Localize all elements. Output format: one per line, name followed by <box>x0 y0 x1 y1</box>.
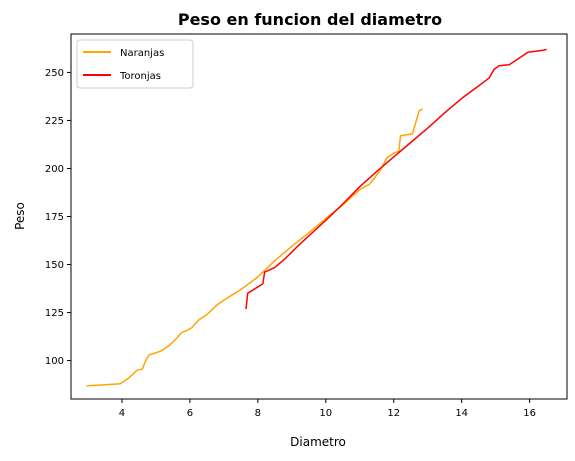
y-axis-label: Peso <box>13 202 27 230</box>
x-tick-label: 16 <box>523 408 536 419</box>
x-tick-label: 6 <box>187 408 193 419</box>
x-tick-label: 4 <box>119 408 125 419</box>
y-tick-label: 175 <box>45 212 64 223</box>
x-tick-label: 12 <box>387 408 400 419</box>
y-tick-label: 250 <box>45 68 64 79</box>
y-axis: 100 125 150 175 200 225 250 <box>45 68 71 367</box>
y-tick-label: 200 <box>45 164 64 175</box>
x-tick-label: 14 <box>455 408 468 419</box>
x-tick-label: 8 <box>255 408 261 419</box>
legend-label-toronjas: Toronjas <box>119 71 161 82</box>
y-tick-label: 100 <box>45 356 64 367</box>
y-tick-label: 225 <box>45 116 64 127</box>
y-tick-label: 150 <box>45 260 64 271</box>
plot-lines <box>86 48 547 387</box>
x-axis: 4 6 8 10 12 14 16 <box>119 399 536 419</box>
legend: Naranjas Toronjas <box>76 39 194 89</box>
plot-frame <box>70 33 568 400</box>
x-axis-label: Diametro <box>290 435 346 449</box>
x-tick-label: 10 <box>319 408 332 419</box>
y-tick-label: 125 <box>45 308 64 319</box>
series-line-toronjas <box>245 48 547 310</box>
legend-label-naranjas: Naranjas <box>120 48 164 59</box>
chart-title: Peso en funcion del diametro <box>178 10 442 29</box>
series-line-naranjas <box>86 108 423 387</box>
